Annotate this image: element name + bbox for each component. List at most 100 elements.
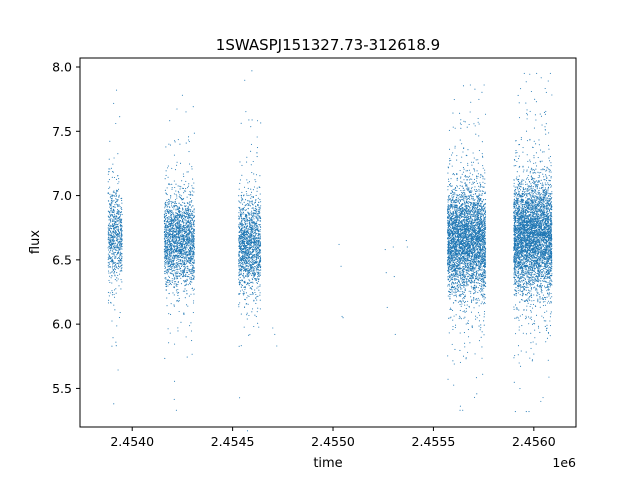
data-point <box>117 183 119 185</box>
data-point <box>184 214 186 216</box>
data-point <box>186 211 188 213</box>
data-point <box>167 249 169 251</box>
data-point <box>248 270 250 272</box>
data-point <box>113 225 115 227</box>
data-point <box>244 205 246 207</box>
data-point <box>110 214 112 216</box>
data-point <box>184 232 186 234</box>
data-point <box>248 251 250 253</box>
data-point <box>164 267 166 270</box>
data-point <box>185 304 188 306</box>
data-point <box>179 214 182 216</box>
data-point <box>240 251 242 253</box>
data-point <box>176 277 178 279</box>
data-point <box>121 202 123 204</box>
data-point <box>257 295 259 297</box>
data-point <box>243 213 245 215</box>
data-point <box>113 210 116 212</box>
data-point <box>252 229 254 231</box>
data-point <box>183 262 185 264</box>
data-point <box>163 232 165 234</box>
data-point <box>249 334 251 336</box>
data-point <box>171 183 173 185</box>
data-point <box>187 251 189 253</box>
data-point <box>165 218 167 220</box>
data-point <box>174 257 176 259</box>
data-point <box>238 195 240 197</box>
data-point <box>176 263 178 265</box>
data-point <box>247 240 249 242</box>
data-point <box>248 255 250 257</box>
data-point <box>252 275 254 277</box>
data-point <box>247 262 249 264</box>
data-point <box>177 216 179 218</box>
data-point <box>472 152 474 154</box>
data-point <box>241 174 243 176</box>
data-point <box>255 181 257 183</box>
data-point <box>191 234 193 236</box>
data-point <box>239 292 241 295</box>
data-point <box>243 269 245 272</box>
data-point <box>165 277 167 279</box>
data-point <box>114 265 116 267</box>
data-point <box>166 253 168 255</box>
data-point <box>169 232 171 234</box>
data-point <box>191 190 193 192</box>
data-point <box>245 263 247 265</box>
data-point <box>253 202 256 204</box>
data-point <box>481 290 483 292</box>
data-point <box>184 229 186 231</box>
data-point <box>175 274 177 276</box>
data-point <box>254 207 256 210</box>
data-point <box>238 304 240 306</box>
data-point <box>172 233 174 235</box>
data-point <box>253 228 255 230</box>
data-point <box>256 208 258 210</box>
data-point <box>173 244 175 247</box>
data-point <box>171 278 173 280</box>
data-point <box>164 244 166 246</box>
data-point <box>113 229 115 231</box>
data-point <box>250 232 252 234</box>
data-point <box>170 197 172 199</box>
data-point <box>189 215 191 217</box>
data-point <box>114 224 116 226</box>
data-point <box>117 213 119 215</box>
data-point <box>186 270 188 272</box>
data-point <box>180 227 182 229</box>
data-point <box>254 255 256 257</box>
data-point <box>245 259 247 261</box>
data-point <box>111 253 113 255</box>
data-point <box>242 208 245 210</box>
data-point <box>256 232 258 234</box>
data-point <box>247 251 249 253</box>
data-point <box>107 262 109 264</box>
data-point <box>188 250 190 252</box>
data-point <box>166 273 168 275</box>
data-point <box>189 190 191 193</box>
data-point <box>117 214 119 216</box>
data-point <box>173 154 175 156</box>
data-point <box>108 216 110 218</box>
data-point <box>170 303 172 305</box>
data-point <box>240 212 242 214</box>
data-point <box>118 233 121 235</box>
data-point <box>166 270 168 272</box>
data-point <box>252 279 254 281</box>
data-point <box>113 220 115 222</box>
data-point <box>110 301 112 304</box>
data-point <box>180 277 182 279</box>
data-point <box>184 216 186 218</box>
data-point <box>238 261 240 263</box>
data-point <box>108 279 110 281</box>
data-point <box>248 223 251 225</box>
data-point <box>255 217 257 219</box>
data-point <box>250 258 252 260</box>
data-point <box>447 172 449 174</box>
data-point <box>178 265 180 267</box>
data-point <box>247 246 249 248</box>
data-point <box>184 285 186 287</box>
data-point <box>166 209 168 211</box>
data-point <box>113 243 115 245</box>
data-point <box>248 261 251 263</box>
